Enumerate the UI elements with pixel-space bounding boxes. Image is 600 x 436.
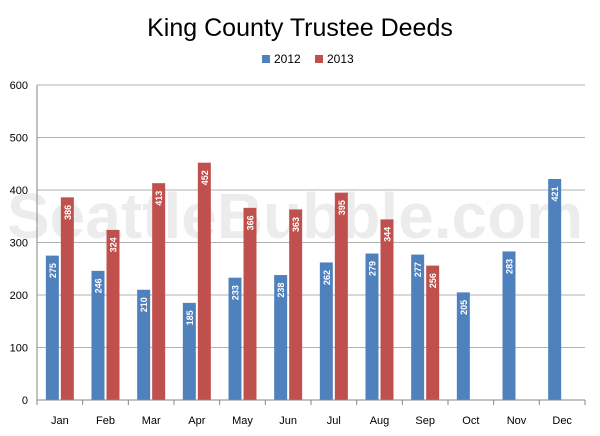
data-label: 395 bbox=[337, 200, 347, 215]
data-label: 262 bbox=[322, 270, 332, 285]
data-label: 452 bbox=[200, 170, 210, 185]
x-tick-label: Apr bbox=[188, 415, 205, 427]
data-label: 210 bbox=[139, 297, 149, 312]
data-label: 421 bbox=[550, 186, 560, 201]
data-label: 324 bbox=[109, 237, 119, 252]
x-tick-label: Jul bbox=[327, 415, 341, 427]
data-label: 279 bbox=[368, 261, 378, 276]
x-tick-label: Sep bbox=[415, 415, 435, 427]
axes: 0 100 200 300 400 500 600 Jan Feb Mar Apr May Jun Jul… bbox=[10, 80, 586, 427]
bar-2012 bbox=[274, 275, 288, 400]
data-label: 283 bbox=[505, 259, 515, 274]
data-label: 344 bbox=[383, 227, 393, 242]
y-tick-label: 400 bbox=[10, 185, 28, 197]
legend-swatch bbox=[315, 55, 323, 63]
bars: 275 246 210 185 233 238 262 279 277 205 283 421 386 3… bbox=[45, 162, 562, 400]
data-label: 275 bbox=[48, 263, 58, 278]
data-label: 238 bbox=[276, 283, 286, 298]
chart-title: King County Trustee Deeds bbox=[147, 14, 453, 42]
bar-2012 bbox=[411, 254, 425, 400]
y-tick-label: 300 bbox=[10, 238, 28, 250]
x-tick-label: Dec bbox=[552, 415, 572, 427]
legend: 2012 2013 bbox=[262, 52, 354, 66]
x-tick-label: Feb bbox=[96, 415, 115, 427]
bar-2013 bbox=[289, 209, 303, 400]
x-tick-label: Nov bbox=[507, 415, 527, 427]
bar-2013 bbox=[380, 219, 394, 400]
bar-2012 bbox=[45, 255, 59, 400]
data-label: 363 bbox=[291, 217, 301, 232]
data-label: 386 bbox=[63, 205, 73, 220]
data-label: 205 bbox=[459, 300, 469, 315]
legend-label: 2013 bbox=[327, 52, 354, 66]
y-tick-label: 500 bbox=[10, 133, 28, 145]
bar-2013 bbox=[243, 207, 257, 400]
data-label: 366 bbox=[246, 215, 256, 230]
bar-2012 bbox=[228, 277, 242, 400]
x-tick-label: Jun bbox=[279, 415, 297, 427]
legend-label: 2012 bbox=[274, 52, 301, 66]
y-tick-label: 0 bbox=[22, 395, 28, 407]
bar-2012 bbox=[502, 251, 516, 400]
x-tick-label: Oct bbox=[462, 415, 479, 427]
x-tick-label: May bbox=[232, 415, 253, 427]
y-tick-label: 100 bbox=[10, 343, 28, 355]
bar-2013 bbox=[152, 183, 166, 400]
bar-2012 bbox=[548, 178, 562, 400]
bar-2012 bbox=[91, 270, 105, 400]
bar-2012 bbox=[365, 253, 379, 400]
bar-2013 bbox=[197, 162, 211, 400]
y-tick-label: 600 bbox=[10, 80, 28, 92]
y-tick-label: 200 bbox=[10, 290, 28, 302]
data-label: 233 bbox=[231, 285, 241, 300]
gridlines bbox=[37, 84, 585, 348]
data-label: 256 bbox=[428, 273, 438, 288]
x-tick-label: Jan bbox=[51, 415, 69, 427]
data-label: 277 bbox=[413, 262, 423, 277]
bar-2012 bbox=[456, 292, 470, 400]
data-label: 185 bbox=[185, 310, 195, 325]
bar-2013 bbox=[60, 197, 74, 400]
bar-2013 bbox=[426, 265, 440, 400]
bar-2012 bbox=[182, 302, 196, 400]
bar-2012 bbox=[319, 262, 333, 400]
x-tick-label: Mar bbox=[142, 415, 161, 427]
x-tick-label: Aug bbox=[370, 415, 390, 427]
bar-2013 bbox=[106, 229, 120, 400]
data-label: 246 bbox=[94, 278, 104, 293]
data-label: 413 bbox=[154, 191, 164, 206]
legend-swatch bbox=[262, 55, 270, 63]
bar-2013 bbox=[334, 192, 348, 400]
bar-2012 bbox=[137, 289, 151, 400]
